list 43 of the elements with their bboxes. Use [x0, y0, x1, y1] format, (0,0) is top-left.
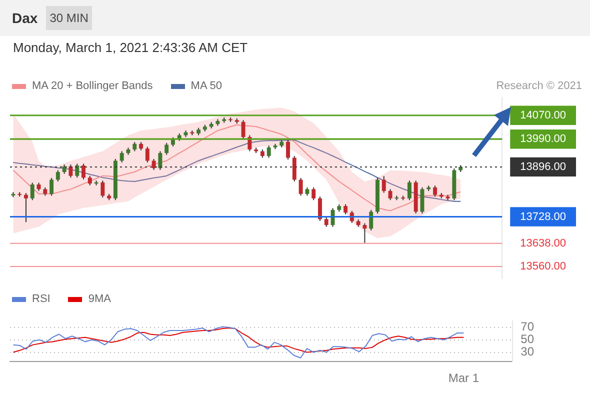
text: 30 MIN [46, 6, 92, 30]
candlestick [88, 175, 92, 186]
y-tick-label: 14070.00 [520, 109, 566, 122]
text: Research © 2021 [496, 80, 582, 92]
candlestick [324, 216, 328, 228]
y-tick-label: 13560.00 [520, 260, 566, 273]
y-tick-label: 50 [520, 332, 534, 346]
candlestick [241, 120, 246, 140]
candlestick [164, 142, 169, 156]
candlestick [312, 186, 316, 201]
candlestick [100, 180, 105, 198]
candlestick [30, 182, 34, 201]
candlestick [369, 209, 374, 231]
y-tick-label: 13896.00 [520, 160, 566, 173]
candlestick [120, 150, 124, 164]
candlestick [362, 222, 367, 244]
x-tick-label: Mar 1 [448, 371, 480, 386]
candlestick [286, 139, 290, 160]
y-tick-label: 70 [520, 320, 534, 334]
candlestick [318, 196, 322, 222]
candlestick [388, 188, 392, 201]
candlestick [132, 142, 137, 152]
legend-label: RSI [32, 293, 50, 305]
candlestick [298, 177, 303, 196]
y-tick-label: 13990.00 [520, 133, 566, 146]
chart-title: Dax [12, 10, 38, 26]
legend-label: 9MA [88, 293, 111, 305]
legend-label: MA 20 + Bollinger Bands [32, 80, 153, 92]
candlestick [56, 170, 60, 182]
candlestick [382, 176, 386, 194]
legend-label: MA 50 [190, 80, 222, 92]
candlestick [433, 185, 437, 198]
candlestick [266, 145, 271, 158]
candlestick [24, 192, 28, 223]
y-tick-label: 30 [520, 344, 534, 359]
y-tick-label: 13728.00 [520, 210, 566, 223]
candlestick [50, 177, 54, 196]
candlestick [420, 186, 424, 214]
candlestick [344, 204, 348, 215]
y-tick-label: 13638.00 [520, 237, 566, 250]
candlestick [145, 146, 150, 164]
candlestick [407, 180, 412, 201]
chart-subtitle: Monday, March 1, 2021 2:43:36 AM CET [13, 40, 248, 55]
